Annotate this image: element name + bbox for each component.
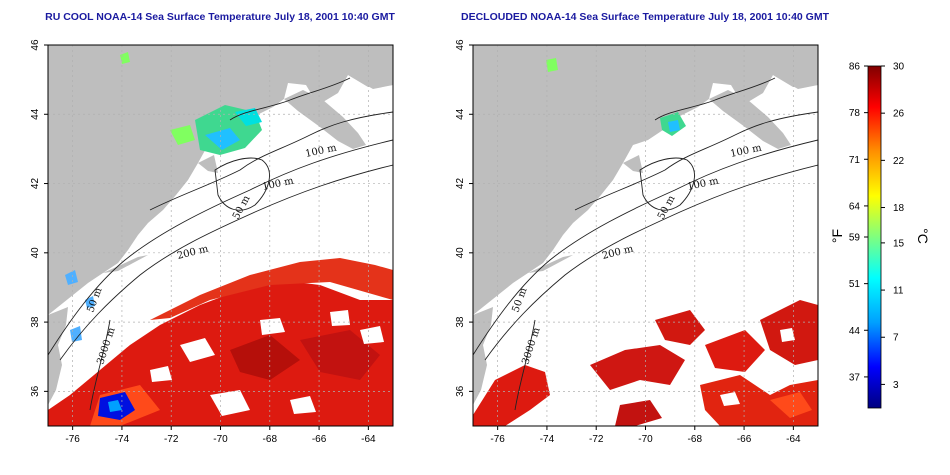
cloud-gaps bbox=[150, 310, 384, 416]
map-panel-rucool: RU COOL NOAA-14 Sea Surface Temperature … bbox=[30, 11, 395, 445]
lat-tick-label: 40 bbox=[455, 247, 466, 259]
lon-tick-label: -70 bbox=[638, 434, 653, 445]
lat-tick-label: 38 bbox=[30, 316, 41, 328]
bathymetry-contours bbox=[48, 77, 393, 411]
lat-tick-label: 40 bbox=[30, 247, 41, 259]
fahrenheit-tick-label: 78 bbox=[849, 108, 861, 119]
lon-tick-label: -66 bbox=[312, 434, 327, 445]
celsius-tick-label: 3 bbox=[893, 380, 899, 391]
lon-tick-label: -68 bbox=[688, 434, 703, 445]
grid-lines bbox=[48, 45, 393, 426]
fahrenheit-unit-label: °F bbox=[829, 229, 845, 243]
temperature-colorbar: 86 78 71 64 59 51 44 37 30 26 22 18 15 11 7 3 °F °C bbox=[829, 62, 931, 409]
lat-tick-label: 46 bbox=[455, 39, 466, 51]
sst-warm-region bbox=[48, 258, 393, 426]
celsius-tick-label: 22 bbox=[893, 156, 905, 167]
lat-tick-label: 44 bbox=[30, 108, 41, 120]
celsius-tick-label: 18 bbox=[893, 203, 905, 214]
map-title: RU COOL NOAA-14 Sea Surface Temperature … bbox=[45, 11, 395, 23]
lat-tick-label: 36 bbox=[455, 385, 466, 397]
fahrenheit-tick-label: 44 bbox=[849, 326, 861, 337]
lat-tick-label: 38 bbox=[455, 316, 466, 328]
lon-tick-label: -70 bbox=[213, 434, 228, 445]
lat-tick-label: 42 bbox=[455, 178, 466, 190]
lon-tick-label: -76 bbox=[490, 434, 505, 445]
celsius-tick-label: 15 bbox=[893, 238, 905, 249]
lon-tick-label: -74 bbox=[540, 434, 555, 445]
celsius-tick-label: 30 bbox=[893, 62, 905, 73]
grid-lines bbox=[473, 45, 818, 426]
celsius-tick-label: 11 bbox=[893, 286, 904, 297]
lon-tick-label: -74 bbox=[115, 434, 130, 445]
fahrenheit-tick-label: 86 bbox=[849, 62, 861, 73]
lon-tick-label: -66 bbox=[737, 434, 752, 445]
lon-tick-label: -72 bbox=[589, 434, 604, 445]
celsius-tick-label: 7 bbox=[893, 333, 899, 344]
lon-tick-label: -64 bbox=[361, 434, 376, 445]
map-title: DECLOUDED NOAA-14 Sea Surface Temperatur… bbox=[461, 11, 830, 23]
fahrenheit-tick-label: 59 bbox=[849, 233, 861, 244]
lon-tick-label: -68 bbox=[263, 434, 278, 445]
sst-gulf-of-maine bbox=[120, 52, 262, 155]
lon-tick-label: -64 bbox=[786, 434, 801, 445]
lon-tick-label: -76 bbox=[65, 434, 80, 445]
lat-tick-label: 46 bbox=[30, 39, 41, 51]
celsius-unit-label: °C bbox=[915, 228, 931, 244]
bathymetry-contours bbox=[473, 77, 818, 411]
celsius-tick-label: 26 bbox=[893, 109, 905, 120]
coastal-speckle bbox=[65, 270, 95, 342]
fahrenheit-tick-label: 71 bbox=[849, 155, 861, 166]
lat-tick-label: 36 bbox=[30, 385, 41, 397]
fahrenheit-tick-label: 64 bbox=[849, 201, 861, 212]
lat-tick-label: 42 bbox=[30, 178, 41, 190]
colorbar-gradient bbox=[867, 65, 882, 409]
fahrenheit-tick-label: 51 bbox=[849, 279, 861, 290]
fahrenheit-tick-label: 37 bbox=[849, 372, 861, 383]
map-panel-declouded: DECLOUDED NOAA-14 Sea Surface Temperatur… bbox=[455, 11, 830, 445]
sst-gulf-of-maine bbox=[546, 58, 686, 136]
lon-tick-label: -72 bbox=[164, 434, 179, 445]
lat-tick-label: 44 bbox=[455, 108, 466, 120]
